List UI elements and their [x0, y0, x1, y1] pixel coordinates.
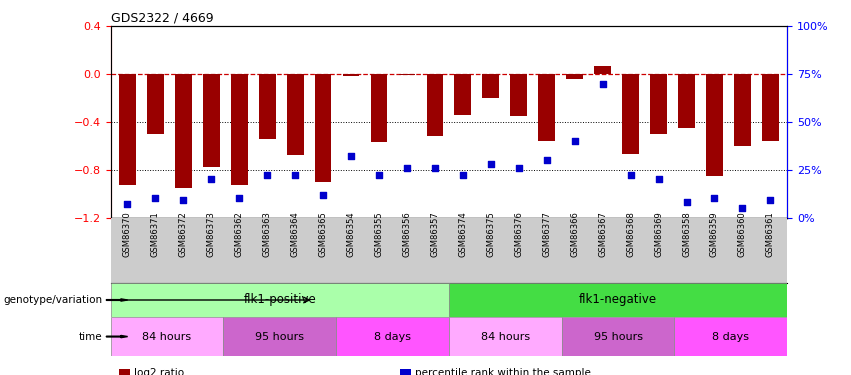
Bar	[594, 66, 611, 74]
Bar	[539, 74, 555, 141]
Bar	[762, 74, 779, 141]
Bar	[398, 74, 415, 75]
Text: flk1-negative: flk1-negative	[579, 294, 657, 306]
Bar	[203, 74, 220, 167]
Bar	[343, 74, 359, 76]
Bar	[734, 74, 751, 146]
Point	[735, 205, 749, 211]
Bar	[111, 283, 449, 317]
Bar	[426, 74, 443, 136]
Bar	[371, 74, 387, 142]
Bar	[259, 74, 276, 139]
Text: 8 days: 8 days	[374, 332, 411, 342]
Point	[680, 199, 694, 205]
Bar	[454, 74, 471, 115]
Bar	[562, 317, 675, 356]
Bar	[622, 74, 639, 154]
Bar	[111, 317, 223, 356]
Text: 95 hours: 95 hours	[255, 332, 305, 342]
Point	[400, 165, 414, 171]
Text: GDS2322 / 4669: GDS2322 / 4669	[111, 12, 214, 24]
Point	[708, 195, 722, 201]
Bar	[511, 74, 527, 116]
Text: 84 hours: 84 hours	[481, 332, 530, 342]
Point	[428, 165, 442, 171]
Text: 84 hours: 84 hours	[142, 332, 191, 342]
Point	[568, 138, 581, 144]
Point	[345, 153, 358, 159]
Point	[596, 81, 609, 87]
Bar	[449, 317, 562, 356]
Bar	[175, 74, 191, 188]
Point	[763, 197, 777, 203]
Bar	[674, 317, 787, 356]
Point	[624, 172, 637, 178]
Text: genotype/variation: genotype/variation	[3, 295, 102, 305]
Point	[204, 176, 218, 182]
Bar	[566, 74, 583, 79]
Text: flk1-positive: flk1-positive	[243, 294, 316, 306]
Text: time: time	[78, 332, 102, 342]
Bar	[119, 74, 136, 185]
Bar	[231, 74, 248, 185]
Point	[232, 195, 246, 201]
Bar	[147, 74, 163, 134]
Point	[149, 195, 163, 201]
Point	[540, 157, 553, 163]
Bar	[287, 74, 304, 155]
Bar	[650, 74, 667, 134]
Bar	[706, 74, 722, 176]
Point	[456, 172, 470, 178]
Point	[121, 201, 134, 207]
Bar	[449, 283, 787, 317]
Bar	[678, 74, 695, 128]
Point	[288, 172, 302, 178]
Point	[176, 197, 190, 203]
Point	[372, 172, 386, 178]
Point	[484, 161, 498, 167]
Point	[512, 165, 526, 171]
Text: log2 ratio: log2 ratio	[134, 368, 185, 375]
Text: percentile rank within the sample: percentile rank within the sample	[415, 368, 591, 375]
Bar	[223, 317, 336, 356]
Text: 8 days: 8 days	[712, 332, 749, 342]
Bar	[315, 74, 332, 182]
Bar	[483, 74, 500, 98]
Point	[317, 192, 330, 198]
Text: 95 hours: 95 hours	[593, 332, 643, 342]
Point	[260, 172, 274, 178]
Point	[652, 176, 665, 182]
Bar	[336, 317, 449, 356]
